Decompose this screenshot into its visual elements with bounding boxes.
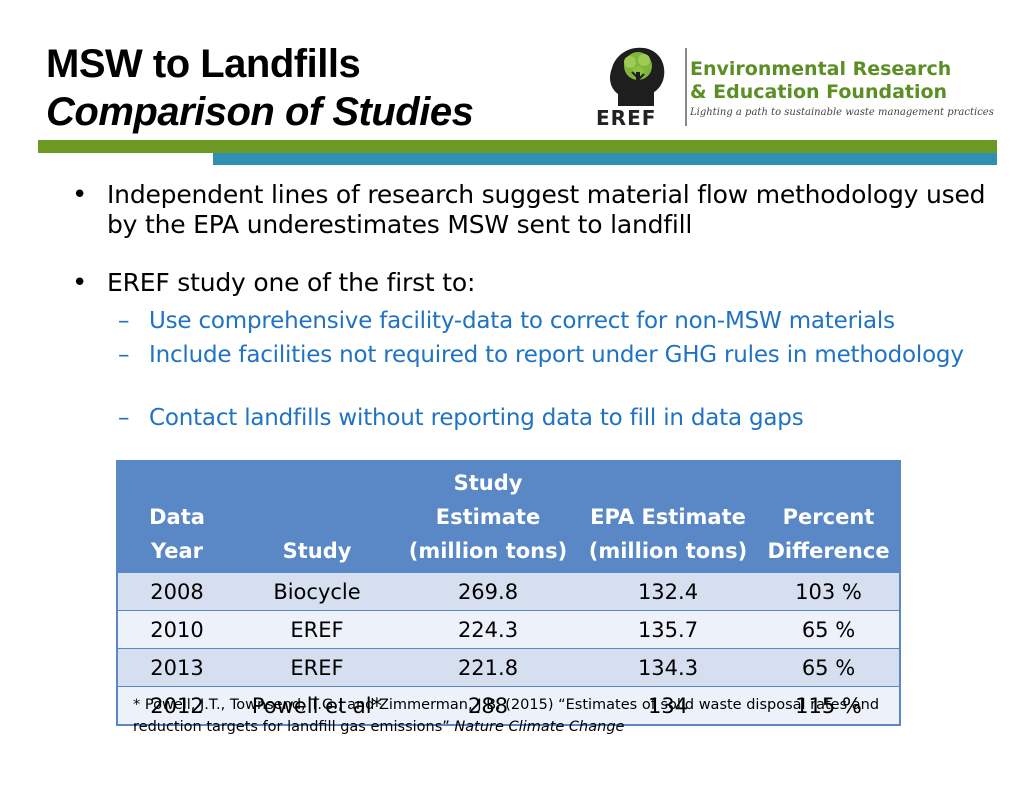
table-cell: 65 %	[758, 610, 900, 649]
column-header: Data Year	[117, 461, 236, 573]
table-footnote: * Powell, J.T., Townsend, T.G., and Zimm…	[133, 694, 903, 738]
header-blue-bar	[213, 153, 997, 165]
bullet-text: Independent lines of research suggest ma…	[107, 180, 986, 239]
table-cell: EREF	[236, 648, 398, 687]
table-cell: 2013	[117, 648, 236, 687]
bullet-text: EREF study one of the first to:	[107, 268, 476, 297]
footnote-citation: * Powell, J.T., Townsend, T.G., and Zimm…	[133, 697, 880, 735]
footnote-journal: Nature Climate Change	[454, 719, 625, 735]
column-header: Study	[236, 461, 398, 573]
column-header: Percent Difference	[758, 461, 900, 573]
table-cell: 221.8	[398, 648, 578, 687]
table-cell: 135.7	[578, 610, 758, 649]
table-cell: Powell et al*	[236, 686, 398, 725]
sub-bullet-text: Use comprehensive facility-data to corre…	[149, 308, 895, 334]
table-header-row: Data Year Study Study Estimate (million to…	[117, 461, 900, 573]
table-cell: EREF	[236, 610, 398, 649]
table-cell: 2012	[117, 686, 236, 725]
sub-bullet-dash-icon: –	[118, 342, 130, 368]
org-name-line2: & Education Foundation	[690, 81, 948, 103]
table-cell: 288	[398, 686, 578, 725]
logo-divider	[685, 48, 687, 126]
table-cell: 2010	[117, 610, 236, 649]
table-cell: Biocycle	[236, 572, 398, 611]
org-name-line1: Environmental Research	[690, 58, 952, 80]
column-header: Study Estimate (million tons)	[398, 461, 578, 573]
table-row: 2012 Powell et al* 288 134 115 %	[117, 686, 900, 725]
slide-title: MSW to Landfills	[46, 42, 361, 86]
table-cell: 115 %	[758, 686, 900, 725]
table-row: 2013 EREF 221.8 134.3 65 %	[117, 648, 900, 687]
table-cell: 269.8	[398, 572, 578, 611]
table-row: 2008 Biocycle 269.8 132.4 103 %	[117, 572, 900, 611]
sub-bullet-dash-icon: –	[118, 308, 130, 334]
org-tagline: Lighting a path to sustainable waste man…	[690, 107, 994, 118]
sub-bullet-text: Contact landfills without reporting data…	[149, 405, 804, 431]
bullet-dot-icon: •	[72, 180, 88, 210]
table-row: 2010 EREF 224.3 135.7 65 %	[117, 610, 900, 649]
header-green-bar	[38, 140, 997, 153]
slide-subtitle: Comparison of Studies	[46, 90, 474, 134]
sub-bullet-dash-icon: –	[118, 405, 130, 431]
table-cell: 134	[578, 686, 758, 725]
table-cell: 134.3	[578, 648, 758, 687]
sub-bullet-text: Include facilities not required to repor…	[149, 342, 964, 368]
table-cell: 65 %	[758, 648, 900, 687]
table-cell: 103 %	[758, 572, 900, 611]
comparison-table: Data Year Study Study Estimate (million to…	[116, 460, 901, 726]
eref-logo: EREF Environmental Research & Education …	[596, 40, 996, 130]
table-cell: 2008	[117, 572, 236, 611]
bullet-dot-icon: •	[72, 268, 88, 298]
table-cell: 132.4	[578, 572, 758, 611]
tree-head-icon	[610, 47, 665, 106]
column-header: EPA Estimate (million tons)	[578, 461, 758, 573]
table-cell: 224.3	[398, 610, 578, 649]
logo-abbreviation: EREF	[596, 106, 657, 130]
